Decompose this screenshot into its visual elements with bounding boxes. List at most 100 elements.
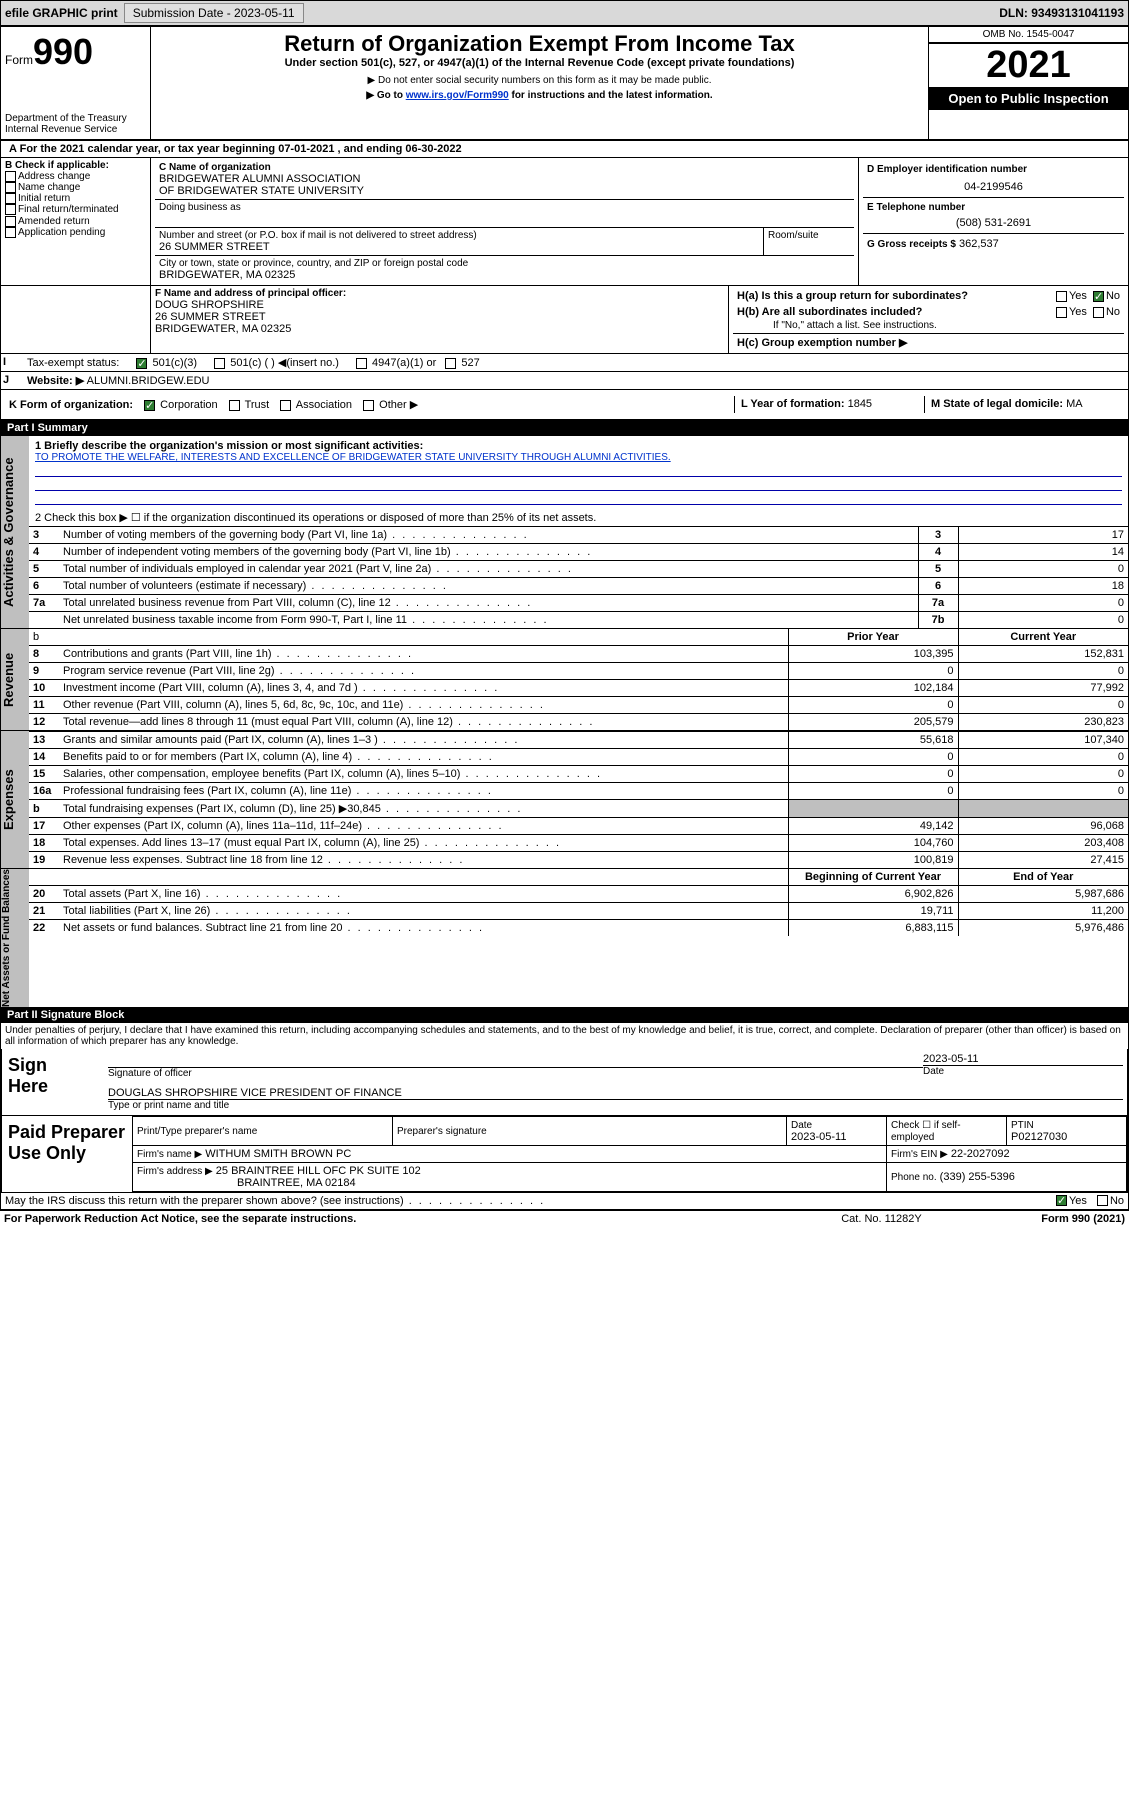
sig-officer-label: Signature of officer [108,1068,923,1079]
discuss-no: No [1110,1195,1124,1207]
j-value: ALUMNI.BRIDGEW.EDU [87,375,210,387]
col-deg: D Employer identification number 04-2199… [858,158,1128,285]
form-word: Form [5,53,33,67]
header-right: OMB No. 1545-0047 2021 Open to Public In… [928,27,1128,139]
city-label: City or town, state or province, country… [159,258,850,269]
discuss-yes-check[interactable] [1056,1195,1067,1206]
firm-label: Firm's name ▶ [137,1149,202,1160]
footer-cat: Cat. No. 11282Y [841,1213,1041,1225]
check-other[interactable] [363,400,374,411]
l-label: L Year of formation: [741,398,845,410]
goto-post: for instructions and the latest informat… [509,90,713,101]
revenue-header-table: bPrior YearCurrent Year [29,629,1128,645]
revenue-section: Revenue bPrior YearCurrent Year 8Contrib… [1,628,1128,730]
expenses-section: Expenses 13Grants and similar amounts pa… [1,730,1128,868]
line1-label: 1 Briefly describe the organization's mi… [35,440,1122,452]
org-name-2: OF BRIDGEWATER STATE UNIVERSITY [159,185,850,197]
ha-yes-check[interactable] [1056,291,1067,302]
f-street: 26 SUMMER STREET [155,311,724,323]
prep-date: 2023-05-11 [791,1131,846,1143]
g-value: 362,537 [959,238,999,250]
part-2-label: Part II Signature Block [7,1009,124,1021]
header-mid: Return of Organization Exempt From Incom… [151,27,928,139]
prep-col3: Date [791,1120,812,1131]
ein-value: 22-2027092 [951,1148,1010,1160]
side-net: Net Assets or Fund Balances [1,869,29,1007]
header-left: Form990 Department of the Treasury Inter… [1,27,151,139]
preparer-block: Paid Preparer Use Only Print/Type prepar… [1,1116,1128,1193]
check-initial[interactable] [5,193,16,204]
discuss-no-check[interactable] [1097,1195,1108,1206]
irs-link[interactable]: www.irs.gov/Form990 [406,90,509,101]
lbl-final: Final return/terminated [18,205,119,216]
part-2-header: Part II Signature Block [1,1007,1128,1023]
part-1-label: Part I Summary [7,422,88,434]
col-end: End of Year [958,869,1128,885]
form-container: Form990 Department of the Treasury Inter… [0,26,1129,1211]
c-label: C Name of organization [159,162,850,173]
footer-form: Form 990 (2021) [1041,1213,1125,1225]
lbl-amended: Amended return [18,216,90,227]
hb-label: H(b) Are all subordinates included? [737,306,1056,318]
hb-yes: Yes [1069,306,1087,318]
g-label: G Gross receipts $ [867,239,956,250]
check-address[interactable] [5,171,16,182]
check-final[interactable] [5,204,16,215]
check-corp[interactable] [144,400,155,411]
check-application[interactable] [5,227,16,238]
d-value: 04-2199546 [867,181,1120,193]
line-a: A For the 2021 calendar year, or tax yea… [1,141,1128,158]
f-label: F Name and address of principal officer: [155,288,724,299]
revenue-table: 8Contributions and grants (Part VIII, li… [29,645,1128,730]
open-inspection: Open to Public Inspection [929,87,1128,110]
check-527[interactable] [445,358,456,369]
e-label: E Telephone number [867,202,1120,213]
efile-label: efile GRAPHIC print [5,6,118,20]
form-subtitle-2: ▶ Do not enter social security numbers o… [159,75,920,86]
f-name: DOUG SHROPSHIRE [155,299,724,311]
prep-col4: Check ☐ if self-employed [891,1120,961,1143]
ha-no: No [1106,290,1120,302]
hb-no: No [1106,306,1120,318]
form-subtitle-1: Under section 501(c), 527, or 4947(a)(1)… [159,57,920,69]
street-label: Number and street (or P.O. box if mail i… [159,230,759,241]
part-1-header: Part I Summary [1,420,1128,436]
check-amended[interactable] [5,216,16,227]
lbl-corp: Corporation [160,399,217,411]
check-name[interactable] [5,182,16,193]
lbl-address: Address change [18,171,90,182]
perjury-text: Under penalties of perjury, I declare th… [1,1023,1128,1049]
hc-label: H(c) Group exemption number ▶ [733,333,1124,351]
check-trust[interactable] [229,400,240,411]
col-b: B Check if applicable: Address change Na… [1,158,151,285]
check-501c3[interactable] [136,358,147,369]
firm-addr2: BRAINTREE, MA 02184 [237,1177,356,1189]
f-city: BRIDGEWATER, MA 02325 [155,323,724,335]
sig-type-label: Type or print name and title [108,1100,1123,1111]
check-assoc[interactable] [280,400,291,411]
col-h: H(a) Is this a group return for subordin… [728,286,1128,353]
dln-label: DLN: 93493131041193 [999,6,1124,20]
sig-date: 2023-05-11 [923,1053,1123,1065]
sign-block: Sign Here Signature of officer 2023-05-1… [1,1049,1128,1116]
ha-no-check[interactable] [1093,291,1104,302]
entity-block: B Check if applicable: Address change Na… [1,158,1128,286]
hb-yes-check[interactable] [1056,307,1067,318]
phone-value: (339) 255-5396 [940,1171,1015,1183]
net-header-table: Beginning of Current YearEnd of Year [29,869,1128,885]
col-c: C Name of organization BRIDGEWATER ALUMN… [151,158,858,285]
prep-col2: Preparer's signature [397,1126,487,1137]
k-label: K Form of organization: [9,399,133,411]
check-4947[interactable] [356,358,367,369]
d-label: D Employer identification number [867,164,1120,175]
hb-no-check[interactable] [1093,307,1104,318]
efile-top-bar: efile GRAPHIC print Submission Date - 20… [0,0,1129,26]
e-value: (508) 531-2691 [867,217,1120,229]
check-501c[interactable] [214,358,225,369]
line-j: J Website: ▶ ALUMNI.BRIDGEW.EDU [1,372,1128,390]
dept-label: Department of the Treasury Internal Reve… [5,113,146,135]
lbl-501c3: 501(c)(3) [152,357,197,369]
street-value: 26 SUMMER STREET [159,241,759,253]
firm-name: WITHUM SMITH BROWN PC [205,1148,351,1160]
form-subtitle-3: ▶ Go to www.irs.gov/Form990 for instruct… [159,90,920,101]
